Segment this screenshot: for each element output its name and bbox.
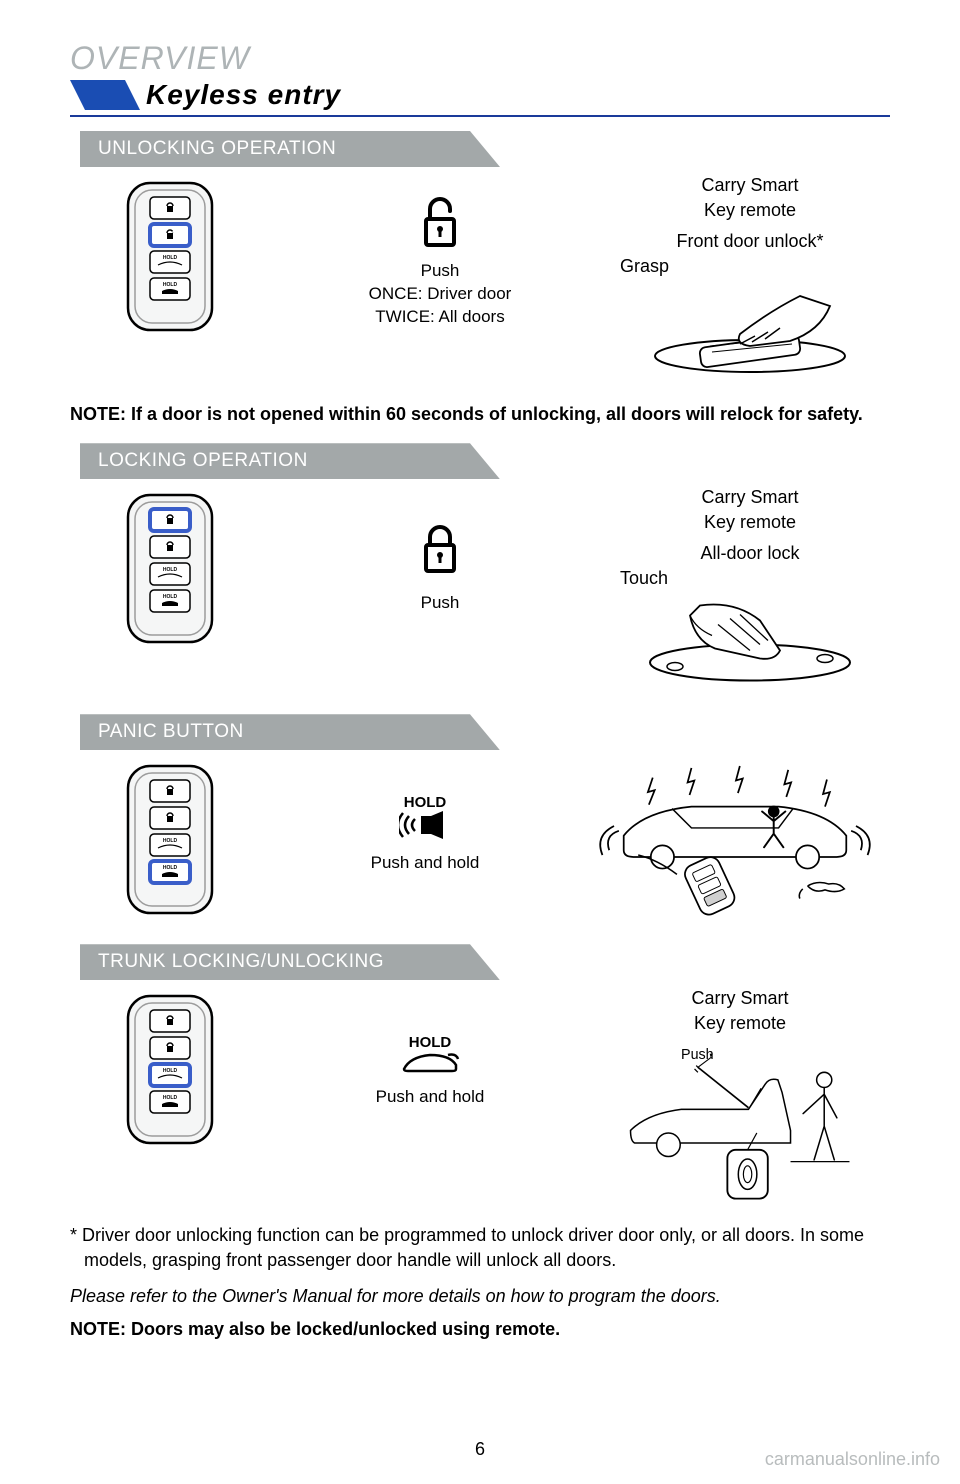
alarm-speaker-icon	[399, 811, 451, 841]
unlock-line1: ONCE: Driver door	[290, 283, 590, 306]
keyfob-icon: HOLD HOLD	[124, 762, 216, 917]
carry-label2: Key remote	[610, 200, 890, 221]
keyfob-icon: HOLD HOLD	[124, 491, 216, 646]
svg-text:HOLD: HOLD	[163, 594, 178, 600]
note-relock: NOTE: If a door is not opened within 60 …	[70, 402, 890, 427]
svg-text:HOLD: HOLD	[163, 282, 178, 288]
unlock-action: Push	[290, 260, 590, 283]
carry-label2: Key remote	[610, 512, 890, 533]
title-chevron-icon	[70, 80, 140, 110]
mid-trunk: HOLD Push and hold	[290, 988, 570, 1109]
mid-unlocking: Push ONCE: Driver door TWICE: All doors	[290, 175, 590, 329]
hand-touch-icon	[640, 593, 860, 693]
right-panic	[580, 758, 890, 928]
fob-locking: HOLD HOLD	[70, 487, 270, 646]
title-row: Keyless entry	[70, 79, 890, 117]
push-label: Push	[681, 1047, 714, 1063]
banner-trunk: TRUNK LOCKING/UNLOCKING	[80, 944, 500, 980]
svg-text:HOLD: HOLD	[163, 255, 178, 261]
carry-label: Carry Smart	[610, 175, 890, 196]
banner-panic: PANIC BUTTON	[80, 714, 500, 750]
mid-panic: HOLD Push and hold	[290, 758, 560, 875]
lock-sub: All-door lock	[610, 543, 890, 564]
carry-label: Carry Smart	[590, 988, 890, 1009]
carry-label: Carry Smart	[610, 487, 890, 508]
row-panic: HOLD HOLD HOLD Push and hold	[70, 758, 890, 928]
overview-label: OVERVIEW	[70, 40, 890, 77]
fob-trunk: HOLD HOLD	[70, 988, 270, 1147]
row-trunk: HOLD HOLD HOLD Push and hold Carry Smart…	[70, 988, 890, 1207]
lock-action: Push	[290, 592, 590, 615]
mid-locking: Push	[290, 487, 590, 615]
panic-illustration-icon	[585, 758, 885, 923]
banner-locking: LOCKING OPERATION	[80, 443, 500, 479]
right-locking: Carry Smart Key remote All-door lock Tou…	[610, 487, 890, 698]
lock-icon	[416, 523, 464, 579]
refer-manual: Please refer to the Owner's Manual for m…	[70, 1284, 890, 1309]
trunk-action: Push and hold	[290, 1086, 570, 1109]
footnote: * Driver door unlocking function can be …	[70, 1223, 890, 1273]
row-locking: HOLD HOLD Push Carry Smart Key remote Al…	[70, 487, 890, 698]
touch-label: Touch	[620, 568, 890, 589]
svg-text:HOLD: HOLD	[163, 865, 178, 871]
svg-text:HOLD: HOLD	[163, 567, 178, 573]
hold-label: HOLD	[290, 1034, 570, 1051]
unlock-icon	[416, 195, 464, 255]
fob-panic: HOLD HOLD	[70, 758, 270, 917]
svg-text:HOLD: HOLD	[163, 1095, 178, 1101]
trunk-illustration-icon: Push	[620, 1042, 860, 1202]
trunk-open-icon	[400, 1051, 460, 1075]
panic-action: Push and hold	[290, 852, 560, 875]
right-trunk: Carry Smart Key remote Push	[590, 988, 890, 1207]
hold-label: HOLD	[290, 794, 560, 811]
hand-grasp-icon	[640, 281, 860, 381]
note-remote: NOTE: Doors may also be locked/unlocked …	[70, 1319, 890, 1340]
right-unlocking: Carry Smart Key remote Front door unlock…	[610, 175, 890, 386]
svg-text:HOLD: HOLD	[163, 1068, 178, 1074]
page-title: Keyless entry	[146, 79, 341, 111]
grasp-label: Grasp	[620, 256, 890, 277]
keyfob-icon: HOLD HOLD	[124, 992, 216, 1147]
svg-text:HOLD: HOLD	[163, 838, 178, 844]
fob-unlocking: HOLD HOLD	[70, 175, 270, 334]
row-unlocking: HOLD HOLD Push ONCE: Driver door TWICE: …	[70, 175, 890, 386]
unlock-line2: TWICE: All doors	[290, 306, 590, 329]
watermark: carmanualsonline.info	[765, 1449, 940, 1470]
keyfob-icon: HOLD HOLD	[124, 179, 216, 334]
unlock-sub: Front door unlock*	[610, 231, 890, 252]
banner-unlocking: UNLOCKING OPERATION	[80, 131, 500, 167]
carry-label2: Key remote	[590, 1013, 890, 1034]
